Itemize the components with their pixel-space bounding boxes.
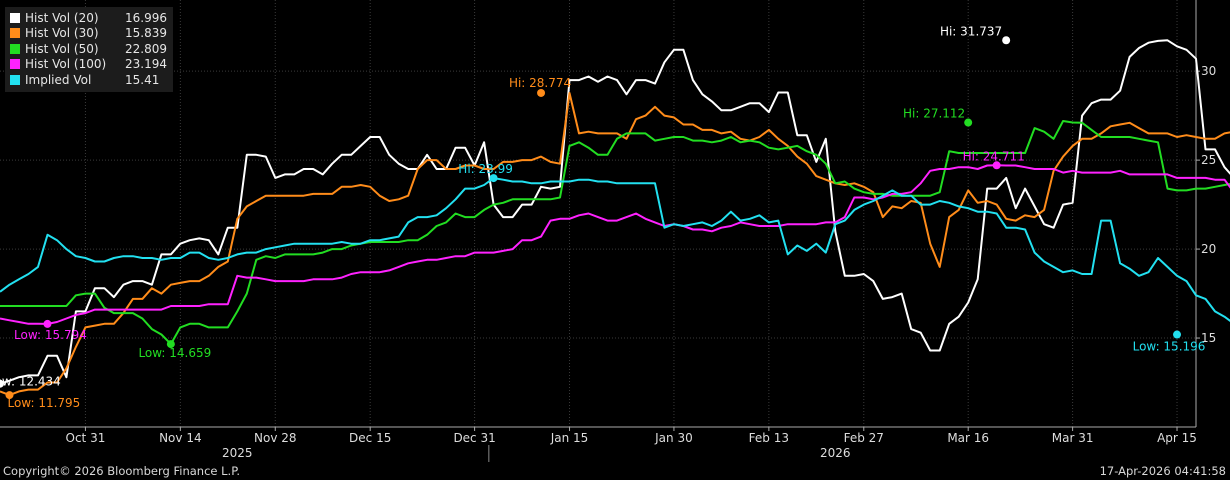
annotation-label-9: Low: 15.196 [1133,340,1206,354]
annotation-marker-2 [5,391,14,400]
x-tick-label: Feb 27 [844,431,884,445]
legend-label: Hist Vol (20) [25,10,99,25]
annotation-label-7: Hi: 24.711 [963,149,1025,163]
annotation-label-6: Low: 15.794 [14,328,87,342]
annotation-label-1: Hi: 31.737 [940,24,1002,38]
annotation-marker-8 [489,174,498,183]
annotation-marker-7 [992,161,1001,170]
legend-value: 16.996 [125,10,167,25]
annotation-marker-4 [166,340,175,349]
series-line-1 [0,92,1230,397]
annotation-marker-9 [1173,330,1182,339]
copyright-text: Copyright© 2026 Bloomberg Finance L.P. [3,464,240,478]
y-tick-label: 15 [1201,331,1216,345]
x-tick-label: Oct 31 [66,431,106,445]
legend-value: 15.839 [125,26,167,41]
legend-value: 15.41 [125,72,160,87]
annotation-marker-0 [0,379,4,388]
x-tick-label: Feb 13 [749,431,789,445]
legend-item-hist-vol-20: Hist Vol (20) 16.996 [10,10,167,26]
y-tick-label: 20 [1201,242,1216,256]
y-tick-label: 30 [1201,64,1216,78]
legend-swatch [10,28,20,39]
year-label: 2025 [222,446,253,460]
x-tick-label: Mar 16 [947,431,989,445]
legend-swatch [10,74,20,85]
annotation-label-8: Hi: 23.99 [458,162,513,176]
x-tick-label: Jan 30 [654,431,693,445]
legend-label: Implied Vol [25,72,92,87]
legend-swatch [10,12,20,23]
timestamp-text: 17-Apr-2026 04:41:58 [1099,464,1226,478]
series-line-0 [0,39,1230,385]
annotation-label-5: Hi: 27.112 [903,107,965,121]
legend-value: 23.194 [125,57,167,72]
x-tick-label: Dec 15 [349,431,391,445]
x-tick-label: Jan 15 [550,431,589,445]
annotation-marker-1 [1002,36,1011,45]
legend-item-hist-vol-100: Hist Vol (100) 23.194 [10,57,167,73]
chart-legend: Hist Vol (20) 16.996 Hist Vol (30) 15.83… [5,7,173,92]
annotation-marker-5 [964,118,973,127]
x-tick-label: Nov 28 [254,431,297,445]
series-line-3 [0,164,1230,325]
legend-value: 22.809 [125,41,167,56]
y-tick-label: 25 [1201,153,1216,167]
legend-item-implied-vol: Implied Vol 15.41 [10,72,167,88]
annotation-label-0: Low: 12.434 [0,375,61,389]
legend-label: Hist Vol (100) [25,57,107,72]
legend-item-hist-vol-30: Hist Vol (30) 15.839 [10,26,167,42]
annotation-marker-3 [537,88,546,97]
x-tick-label: Apr 15 [1157,431,1197,445]
annotation-marker-6 [43,319,52,328]
x-tick-label: Dec 31 [453,431,495,445]
series-line-4 [0,177,1230,323]
annotation-label-3: Hi: 28.774 [509,76,571,90]
annotation-label-4: Low: 14.659 [138,346,211,360]
footer-bar: Copyright© 2026 Bloomberg Finance L.P. 1… [0,462,1230,480]
x-tick-label: Nov 14 [159,431,202,445]
legend-item-hist-vol-50: Hist Vol (50) 22.809 [10,41,167,57]
legend-swatch [10,59,20,70]
legend-label: Hist Vol (50) [25,41,99,56]
year-label: 2026 [820,446,851,460]
legend-swatch [10,43,20,54]
series-line-2 [0,120,1230,346]
annotation-label-2: Low: 11.795 [7,396,80,410]
x-tick-label: Mar 31 [1052,431,1094,445]
legend-label: Hist Vol (30) [25,26,99,41]
